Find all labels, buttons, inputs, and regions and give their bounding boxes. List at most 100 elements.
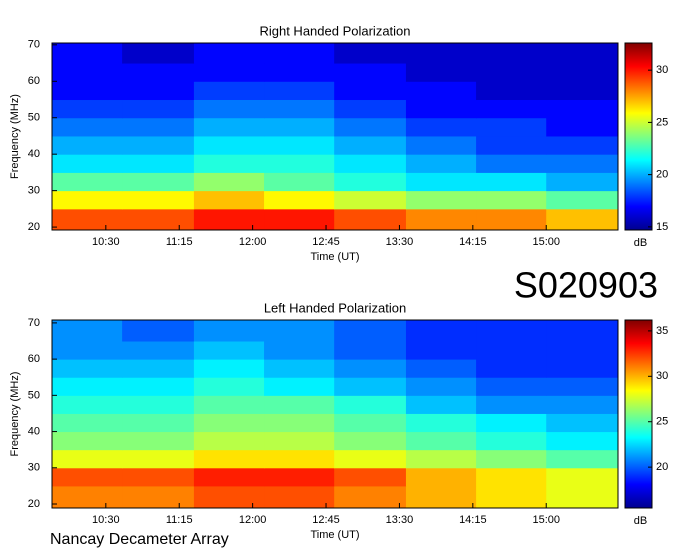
y-tick-label: 70 <box>28 317 40 329</box>
heat-cell <box>334 135 407 155</box>
y-tick-label: 60 <box>28 353 40 365</box>
heat-cell <box>264 208 335 230</box>
heat-cell <box>122 431 195 451</box>
heat-cell <box>476 467 547 487</box>
heat-cell <box>122 449 195 469</box>
heat-cell <box>264 320 335 342</box>
heat-cell <box>546 99 618 119</box>
x-tick-label: 10:30 <box>92 514 120 526</box>
heat-cell <box>264 359 335 378</box>
heatmap <box>52 320 618 508</box>
heat-cell <box>52 190 123 210</box>
heat-cell <box>546 208 618 230</box>
heat-cell <box>52 172 123 192</box>
heat-cell <box>193 81 265 101</box>
heat-cell <box>476 413 547 433</box>
y-tick-label: 40 <box>28 148 40 160</box>
heat-cell <box>334 395 407 414</box>
x-tick-label: 13:30 <box>386 236 414 248</box>
heat-cell <box>476 320 547 342</box>
plot-frame <box>51 42 619 231</box>
heat-cell <box>52 99 123 119</box>
heat-cell <box>405 43 477 64</box>
heat-cell <box>476 99 547 119</box>
heat-cell <box>264 431 335 451</box>
heat-cell <box>476 359 547 378</box>
heat-cell <box>122 135 195 155</box>
heat-cell <box>476 81 547 101</box>
heat-cell <box>405 431 477 451</box>
heat-cell <box>52 431 123 451</box>
y-tick-label: 40 <box>28 425 40 437</box>
heat-cell <box>546 63 618 82</box>
heat-cell <box>405 190 477 210</box>
heat-cell <box>52 359 123 378</box>
heat-cell <box>193 117 265 137</box>
colorbar-label: dB <box>634 515 647 527</box>
y-tick-label: 20 <box>28 221 40 233</box>
heat-cell <box>405 377 477 396</box>
heat-cell <box>264 117 335 137</box>
heat-cell <box>546 190 618 210</box>
heat-cell <box>405 99 477 119</box>
heat-cell <box>334 99 407 119</box>
heat-cell <box>476 377 547 396</box>
heat-cell <box>334 43 407 64</box>
heat-cell <box>546 413 618 433</box>
x-tick-label: 14:15 <box>459 514 487 526</box>
heat-cell <box>476 395 547 414</box>
y-tick-label: 30 <box>28 462 40 474</box>
heat-cell <box>334 190 407 210</box>
heat-cell <box>334 63 407 82</box>
heat-cell <box>193 413 265 433</box>
heat-cell <box>52 43 123 64</box>
heat-cell <box>334 81 407 101</box>
heat-cell <box>334 485 407 508</box>
heat-cell <box>546 341 618 360</box>
x-tick-label: 12:00 <box>239 236 267 248</box>
heat-cell <box>405 395 477 414</box>
heat-cell <box>546 117 618 137</box>
heat-cell <box>52 81 123 101</box>
colorbar <box>624 42 653 231</box>
colorbar-label: dB <box>634 237 647 249</box>
y-tick-label: 60 <box>28 75 40 87</box>
x-tick-label: 12:00 <box>239 514 267 526</box>
heat-cell <box>122 395 195 414</box>
x-tick-label: 13:30 <box>386 514 414 526</box>
heat-cell <box>52 208 123 230</box>
heat-cell <box>546 359 618 378</box>
heat-cell <box>193 154 265 173</box>
heat-cell <box>546 43 618 64</box>
heat-cell <box>193 190 265 210</box>
heat-cell <box>546 320 618 342</box>
heat-cell <box>405 81 477 101</box>
heat-cell <box>476 431 547 451</box>
heat-cell <box>264 43 335 64</box>
x-tick-label: 11:15 <box>166 514 193 526</box>
heat-cell <box>546 81 618 101</box>
heat-cell <box>546 467 618 487</box>
heat-cell <box>52 395 123 414</box>
heat-cell <box>405 135 477 155</box>
heatmap <box>52 43 618 230</box>
y-tick-label: 50 <box>28 389 40 401</box>
heat-cell <box>52 449 123 469</box>
heat-cell <box>264 485 335 508</box>
heat-cell <box>264 467 335 487</box>
heat-cell <box>546 395 618 414</box>
heat-cell <box>52 467 123 487</box>
heat-cell <box>52 485 123 508</box>
heat-cell <box>52 320 123 342</box>
colorbar-tick-label: 30 <box>656 64 668 76</box>
heat-cell <box>193 172 265 192</box>
x-tick-label: 15:00 <box>532 236 560 248</box>
y-tick-label: 30 <box>28 185 40 197</box>
y-axis-label: Frequency (MHz) <box>9 94 21 179</box>
x-axis-label: Time (UT) <box>310 529 359 541</box>
heat-cell <box>405 413 477 433</box>
heat-cell <box>405 208 477 230</box>
heat-cell <box>476 63 547 82</box>
heat-cell <box>122 99 195 119</box>
heat-cell <box>405 467 477 487</box>
